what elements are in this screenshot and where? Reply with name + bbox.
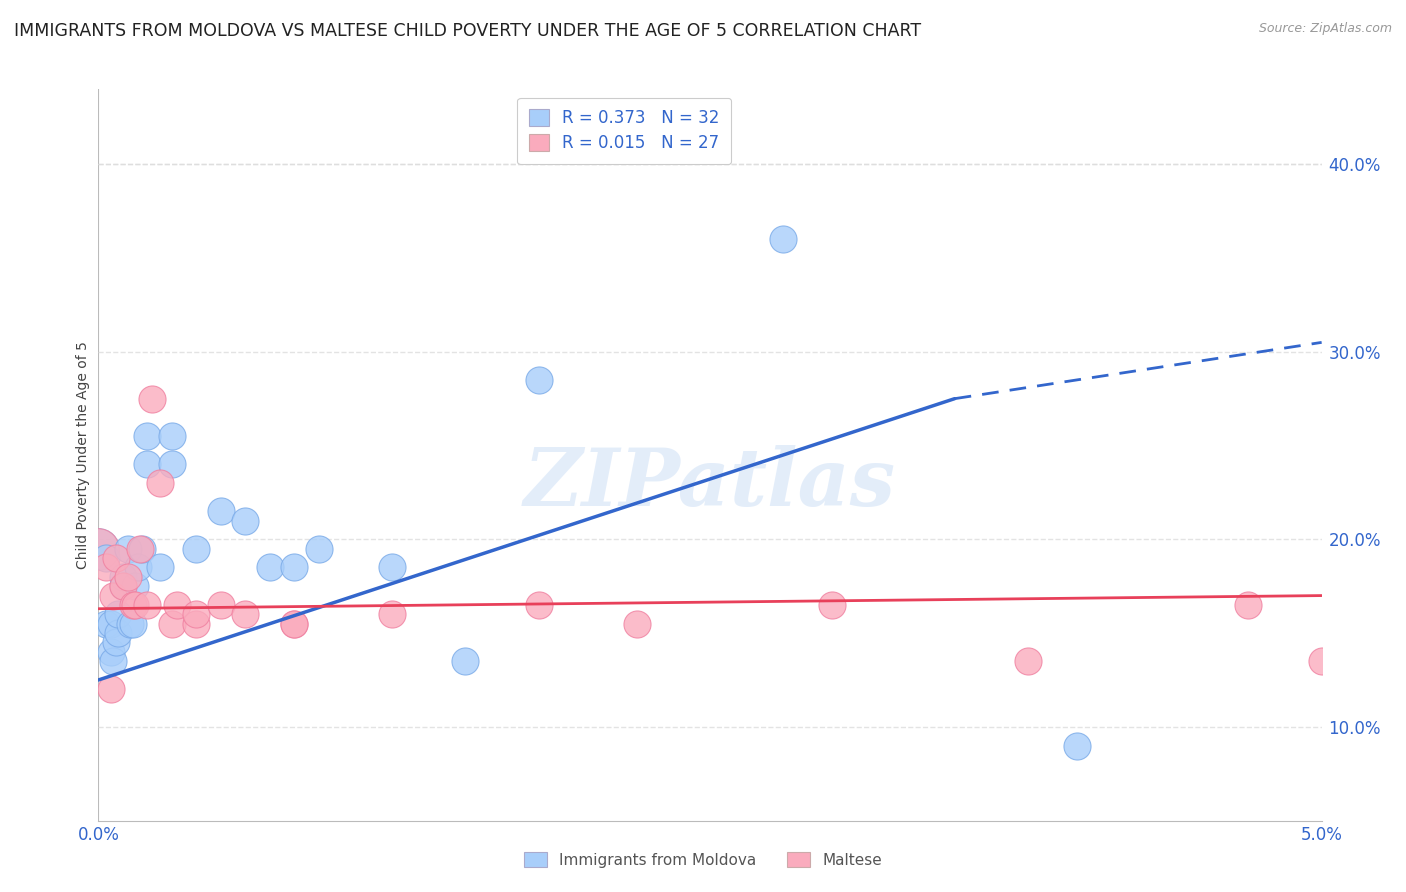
Point	[381, 560, 404, 574]
Point	[100, 645, 122, 659]
Point	[136, 598, 159, 612]
Point	[94, 616, 117, 631]
Point	[186, 541, 208, 556]
Point	[124, 579, 146, 593]
Point	[149, 560, 172, 574]
Text: IMMIGRANTS FROM MOLDOVA VS MALTESE CHILD POVERTY UNDER THE AGE OF 5 CORRELATION : IMMIGRANTS FROM MOLDOVA VS MALTESE CHILD…	[14, 22, 921, 40]
Point	[111, 579, 134, 593]
Point	[259, 560, 281, 574]
Point	[381, 607, 404, 622]
Point	[94, 560, 117, 574]
Point	[136, 458, 159, 472]
Point	[129, 541, 152, 556]
Point	[160, 458, 183, 472]
Point	[131, 541, 153, 556]
Point	[527, 373, 550, 387]
Point	[626, 616, 648, 631]
Y-axis label: Child Poverty Under the Age of 5: Child Poverty Under the Age of 5	[76, 341, 90, 569]
Point	[283, 616, 305, 631]
Point	[308, 541, 330, 556]
Point	[283, 560, 305, 574]
Point	[111, 579, 134, 593]
Point	[124, 598, 146, 612]
Point	[127, 560, 149, 574]
Point	[1237, 598, 1260, 612]
Point	[100, 682, 122, 697]
Text: ZIPatlas: ZIPatlas	[524, 445, 896, 523]
Point	[209, 504, 232, 518]
Point	[1017, 654, 1039, 668]
Point	[283, 616, 305, 631]
Point	[160, 616, 183, 631]
Point	[94, 551, 117, 566]
Point	[87, 541, 110, 556]
Point	[233, 607, 256, 622]
Point	[87, 541, 110, 556]
Point	[101, 654, 124, 668]
Point	[136, 429, 159, 443]
Point	[454, 654, 477, 668]
Point	[120, 616, 142, 631]
Point	[111, 570, 134, 584]
Point	[166, 598, 188, 612]
Point	[1310, 654, 1333, 668]
Point	[141, 392, 163, 406]
Point	[121, 616, 143, 631]
Point	[209, 598, 232, 612]
Point	[100, 616, 122, 631]
Legend: Immigrants from Moldova, Maltese: Immigrants from Moldova, Maltese	[516, 844, 890, 875]
Point	[117, 570, 139, 584]
Point	[101, 589, 124, 603]
Point	[186, 616, 208, 631]
Text: Source: ZipAtlas.com: Source: ZipAtlas.com	[1258, 22, 1392, 36]
Point	[1066, 739, 1088, 753]
Point	[149, 476, 172, 491]
Point	[107, 607, 129, 622]
Point	[160, 429, 183, 443]
Point	[233, 514, 256, 528]
Legend: R = 0.373   N = 32, R = 0.015   N = 27: R = 0.373 N = 32, R = 0.015 N = 27	[517, 97, 731, 164]
Point	[121, 598, 143, 612]
Point	[186, 607, 208, 622]
Point	[107, 626, 129, 640]
Point	[117, 541, 139, 556]
Point	[104, 551, 127, 566]
Point	[772, 232, 794, 246]
Point	[821, 598, 844, 612]
Point	[527, 598, 550, 612]
Point	[104, 635, 127, 649]
